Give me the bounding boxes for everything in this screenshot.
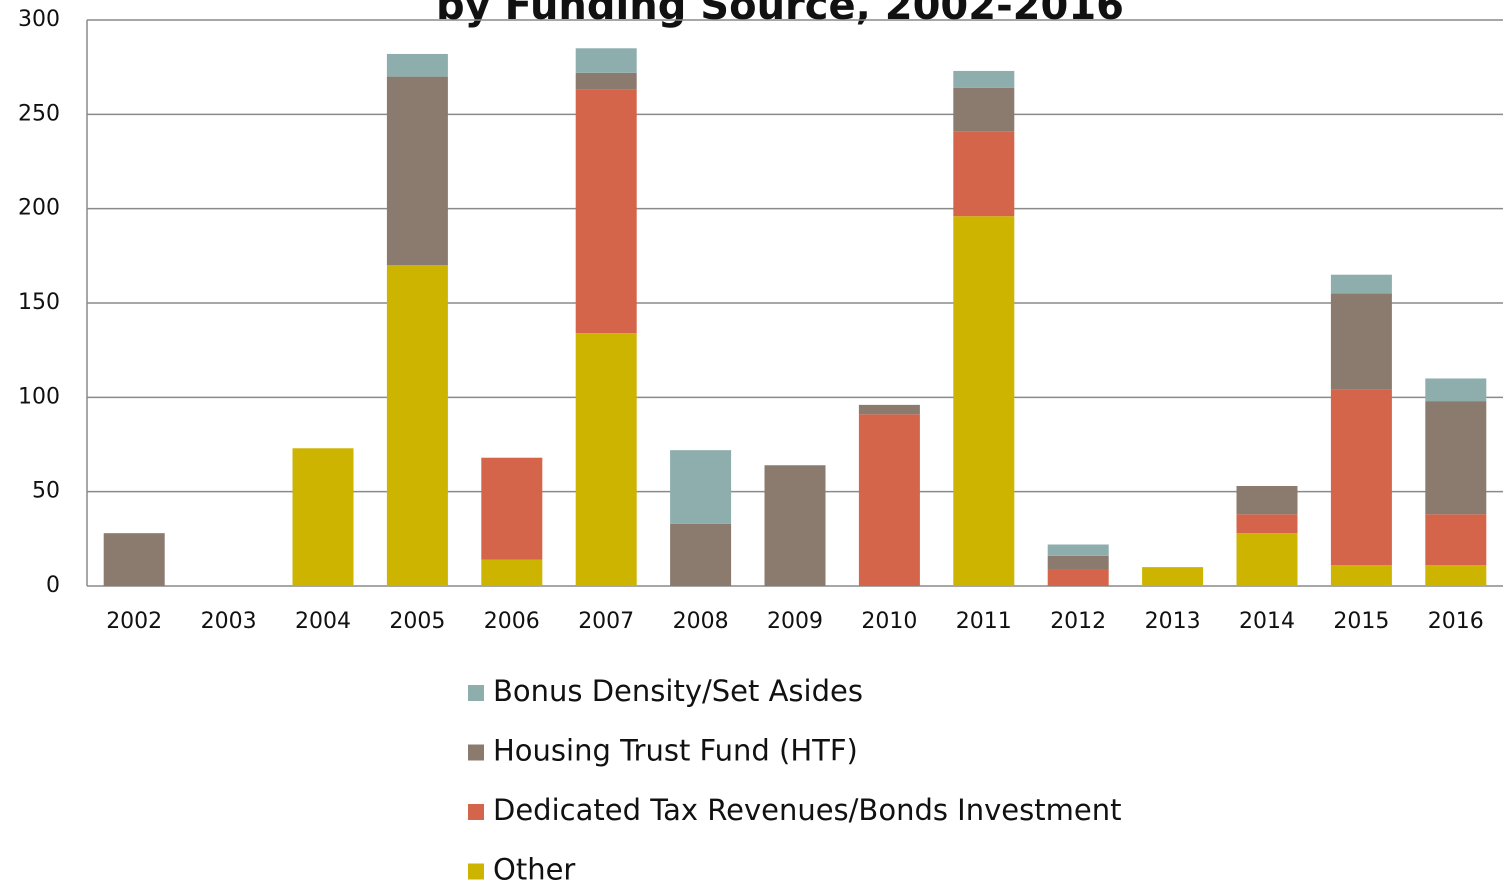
bar-segment [1425,401,1487,515]
bar-segment [1330,274,1392,294]
x-tick-label: 2010 [861,609,917,634]
bar-segment [1142,567,1204,586]
bar-segment [858,414,920,586]
bar-segment [386,265,448,586]
x-tick-label: 2003 [201,609,257,634]
bar-segment [1330,389,1392,566]
x-tick-label: 2007 [578,609,634,634]
bar-segment [1330,293,1392,390]
bar-segment [764,465,826,586]
bar-segment [575,48,637,73]
legend-label: Bonus Density/Set Asides [493,674,863,708]
x-tick-label: 2014 [1239,609,1295,634]
bar-segment [575,72,637,90]
bar-segment [1236,514,1298,534]
legend-swatch [468,863,484,880]
x-tick-label: 2016 [1428,609,1484,634]
y-tick-label: 50 [32,479,60,504]
x-tick-label: 2005 [389,609,445,634]
bar-segment [1236,533,1298,586]
bar-segment [481,559,543,586]
bar-segment [1047,569,1109,586]
x-tick-label: 2004 [295,609,351,634]
x-tick-label: 2013 [1145,609,1201,634]
x-tick-label: 2015 [1333,609,1389,634]
bar-segment [1330,565,1392,586]
bar-segment [1425,565,1487,586]
x-tick-label: 2011 [956,609,1012,634]
bar-segment [953,87,1015,132]
y-tick-label: 200 [18,196,60,221]
bar-segment [1425,378,1487,402]
bar-segment [575,89,637,334]
bar-segment [953,70,1015,88]
y-tick-label: 100 [18,384,60,409]
legend-label: Housing Trust Fund (HTF) [493,734,858,768]
bar-segment [292,448,354,586]
legend-swatch [468,685,484,701]
y-tick-label: 250 [18,101,60,126]
bar-segment [670,523,732,586]
y-tick-label: 150 [18,290,60,315]
chart-title: by Funding Source, 2002-2016 [436,0,1124,29]
bar-segment [953,216,1015,587]
y-tick-label: 0 [46,573,60,598]
bar-segment [103,533,165,586]
x-tick-label: 2006 [484,609,540,634]
legend-swatch [468,744,484,761]
bar-segment [1047,544,1109,556]
x-tick-label: 2008 [673,609,729,634]
bar-segment [386,53,448,77]
y-tick-label: 300 [18,7,60,32]
bar-segment [1236,486,1298,515]
bar-segment [953,131,1015,217]
bar-segment [386,76,448,266]
bar-segment [575,333,637,586]
x-tick-label: 2012 [1050,609,1106,634]
x-tick-label: 2002 [106,609,162,634]
x-tick-label: 2009 [767,609,823,634]
legend-swatch [468,804,484,820]
legend-label: Dedicated Tax Revenues/Bonds Investment [493,793,1121,827]
bar-segment [481,457,543,560]
bar-segment [670,450,732,524]
bar-segment [1047,555,1109,570]
bar-segment [1425,514,1487,566]
legend-label: Other [493,853,575,887]
bar-segment [858,404,920,415]
